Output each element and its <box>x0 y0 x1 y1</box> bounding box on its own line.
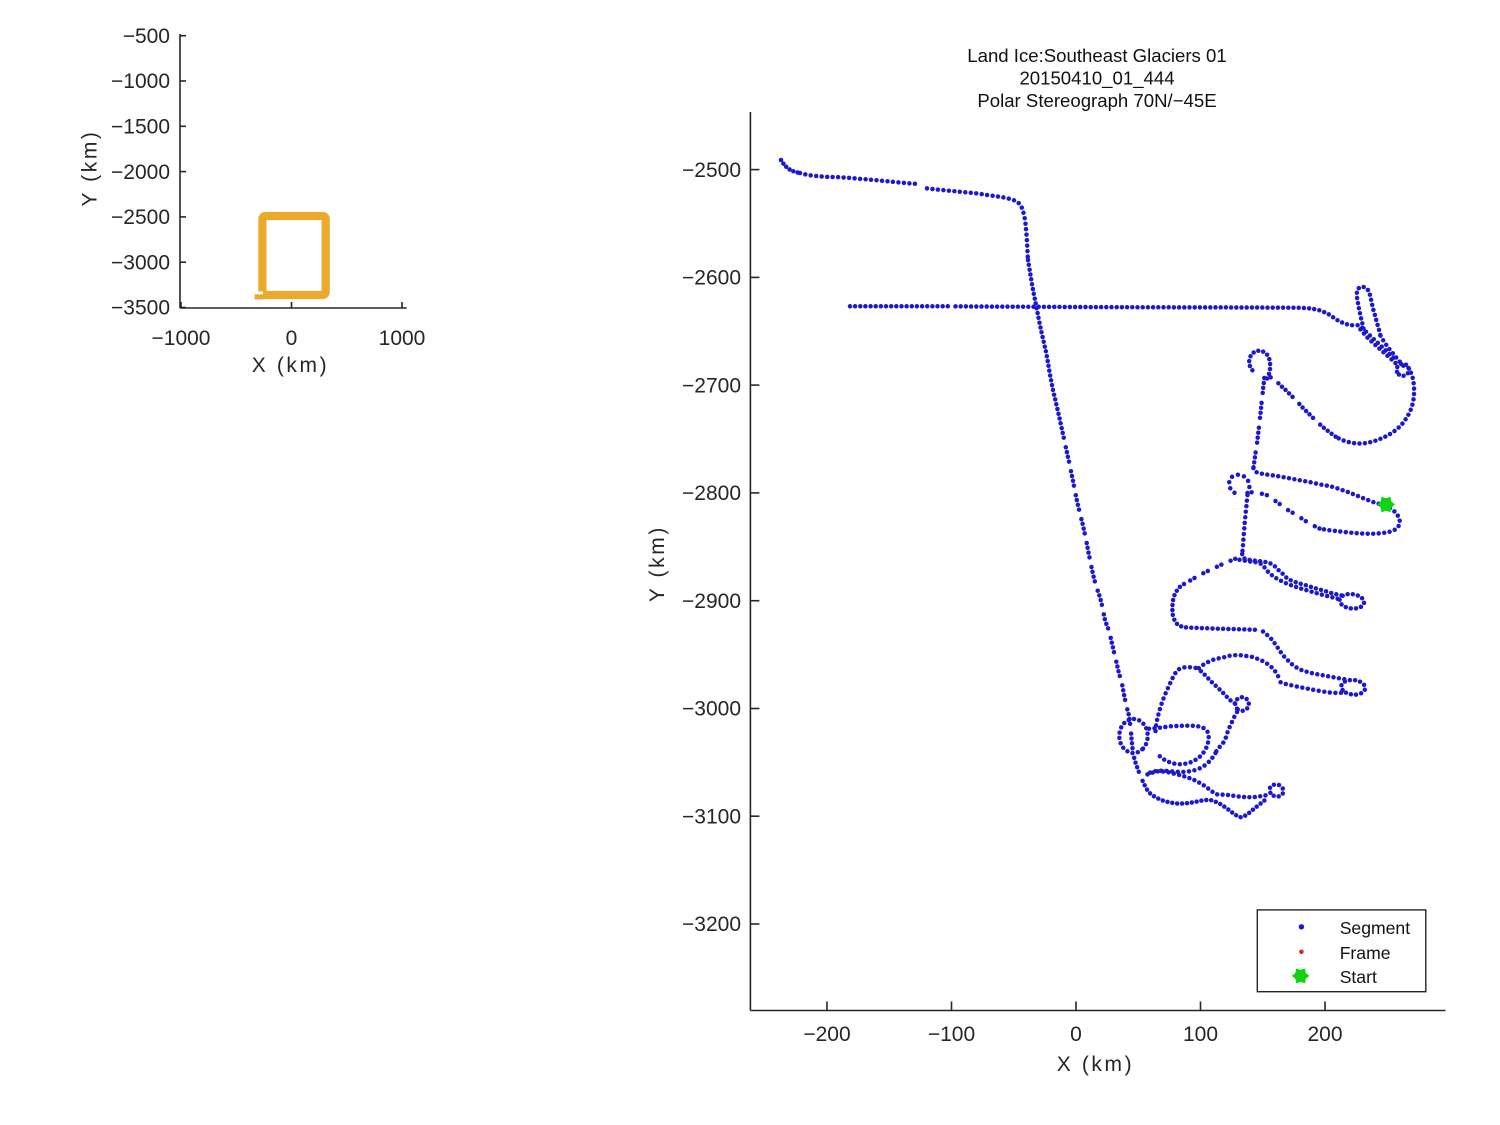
svg-text:Y (km): Y (km) <box>79 129 102 206</box>
svg-text:−3000: −3000 <box>682 698 741 721</box>
svg-text:−2000: −2000 <box>111 161 170 184</box>
svg-text:−1000: −1000 <box>152 327 211 350</box>
svg-text:−1000: −1000 <box>111 70 170 93</box>
svg-text:−2800: −2800 <box>682 482 741 505</box>
svg-text:Land Ice:Southeast Glaciers 01: Land Ice:Southeast Glaciers 01 <box>967 45 1226 66</box>
svg-text:X (km): X (km) <box>252 354 329 377</box>
svg-text:200: 200 <box>1307 1023 1342 1046</box>
svg-text:−2900: −2900 <box>682 590 741 613</box>
svg-text:−2500: −2500 <box>682 159 741 182</box>
svg-text:−3500: −3500 <box>111 297 170 320</box>
svg-text:−3200: −3200 <box>682 913 741 936</box>
svg-text:−2700: −2700 <box>682 374 741 397</box>
svg-text:−100: −100 <box>928 1023 975 1046</box>
svg-text:−3000: −3000 <box>111 251 170 274</box>
svg-text:20150410_01_444: 20150410_01_444 <box>1019 68 1174 90</box>
svg-text:0: 0 <box>1070 1023 1082 1046</box>
svg-text:−200: −200 <box>803 1023 850 1046</box>
svg-text:1000: 1000 <box>379 327 426 350</box>
svg-text:Polar Stereograph 70N/−45E: Polar Stereograph 70N/−45E <box>977 90 1216 111</box>
svg-text:−500: −500 <box>123 25 170 48</box>
svg-text:0: 0 <box>286 327 298 350</box>
svg-text:−3100: −3100 <box>682 805 741 828</box>
svg-text:Start: Start <box>1340 967 1377 987</box>
svg-text:−2500: −2500 <box>111 206 170 229</box>
svg-text:100: 100 <box>1183 1023 1218 1046</box>
svg-text:−2600: −2600 <box>682 267 741 290</box>
svg-text:Segment: Segment <box>1340 918 1411 938</box>
svg-text:−1500: −1500 <box>111 116 170 139</box>
svg-text:Frame: Frame <box>1340 943 1391 963</box>
svg-text:X (km): X (km) <box>1057 1053 1134 1076</box>
svg-text:Y (km): Y (km) <box>646 525 669 602</box>
